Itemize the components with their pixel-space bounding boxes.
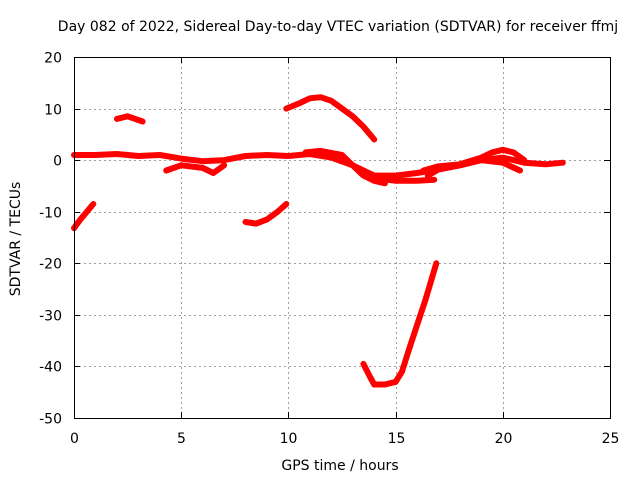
y-axis-label: SDTVAR / TECUs	[8, 182, 24, 297]
series-line-seg-4	[163, 162, 228, 176]
y-tick-label: -50	[39, 412, 62, 428]
y-tick-label: -10	[39, 206, 62, 222]
y-tick-label: 10	[44, 103, 62, 119]
axis-ticks: 0 5 10 15 20 25 -50 -40 -30 -20 -10 0 10 20	[39, 51, 619, 448]
x-tick-label: 5	[177, 431, 186, 447]
y-tick-label: -30	[39, 309, 62, 325]
series-line-seg-6	[283, 94, 378, 143]
x-tick-label: 15	[388, 431, 406, 447]
x-tick-label: 10	[280, 431, 298, 447]
x-tick-label: 25	[602, 431, 620, 447]
series-line-seg-11	[424, 157, 523, 179]
series-line-seg-9	[360, 260, 440, 388]
x-tick-label: 20	[495, 431, 513, 447]
x-tick-label: 0	[70, 431, 79, 447]
y-tick-label: -20	[39, 257, 62, 273]
data-series	[71, 94, 566, 388]
series-line-seg-2	[71, 151, 566, 179]
series-line-seg-1	[71, 201, 97, 232]
x-axis-label: GPS time / hours	[281, 458, 398, 474]
series-line-seg-5	[242, 201, 290, 227]
series-line-seg-8	[371, 175, 438, 184]
y-tick-label: -40	[39, 360, 62, 376]
series-line-seg-3	[113, 113, 146, 125]
plot-frame	[74, 57, 611, 419]
y-tick-label: 20	[44, 51, 62, 67]
y-tick-label: 0	[53, 154, 62, 170]
chart-title: Day 082 of 2022, Sidereal Day-to-day VTE…	[58, 19, 618, 35]
